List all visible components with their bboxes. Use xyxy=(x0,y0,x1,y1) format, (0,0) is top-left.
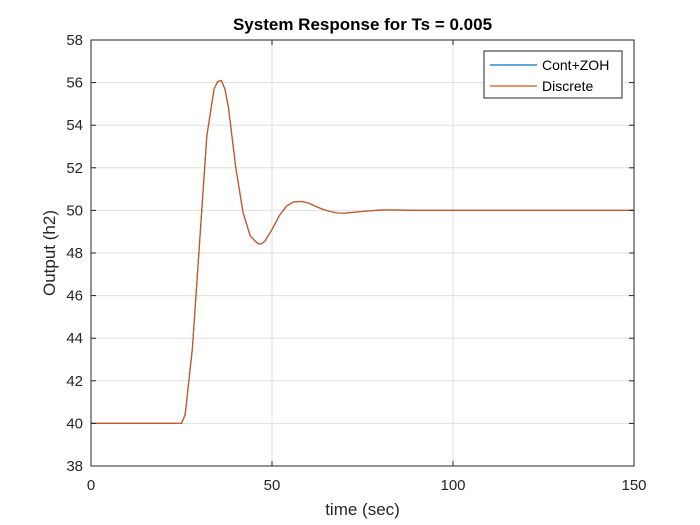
x-tick-label: 100 xyxy=(440,477,465,494)
x-tick-label: 50 xyxy=(264,477,281,494)
axis-ticks: 0 50 100 150 38 40 42 44 46 48 50 52 54 56 58 xyxy=(66,32,646,494)
legend-label-discrete: Discrete xyxy=(542,78,594,94)
y-tick-label: 46 xyxy=(66,288,83,305)
x-tick-label: 150 xyxy=(621,477,646,494)
y-tick-label: 58 xyxy=(66,32,83,49)
y-tick-label: 38 xyxy=(66,458,83,475)
y-tick-label: 42 xyxy=(66,373,83,390)
chart-title: System Response for Ts = 0.005 xyxy=(233,15,492,34)
legend: Cont+ZOH Discrete xyxy=(483,50,623,99)
y-tick-label: 52 xyxy=(66,160,83,177)
y-axis-label: Output (h2) xyxy=(40,210,59,296)
series-lines xyxy=(91,79,634,424)
y-tick-label: 56 xyxy=(66,75,83,92)
y-tick-label: 44 xyxy=(66,330,83,347)
legend-box xyxy=(483,50,623,99)
series-line-discrete xyxy=(91,79,634,424)
y-tick-label: 40 xyxy=(66,415,83,432)
y-tick-label: 50 xyxy=(66,202,83,219)
x-axis-label: time (sec) xyxy=(325,500,400,519)
x-tick-label: 0 xyxy=(87,477,95,494)
y-tick-label: 54 xyxy=(66,117,83,134)
legend-label-cont-zoh: Cont+ZOH xyxy=(542,57,609,73)
y-tick-label: 48 xyxy=(66,245,83,262)
